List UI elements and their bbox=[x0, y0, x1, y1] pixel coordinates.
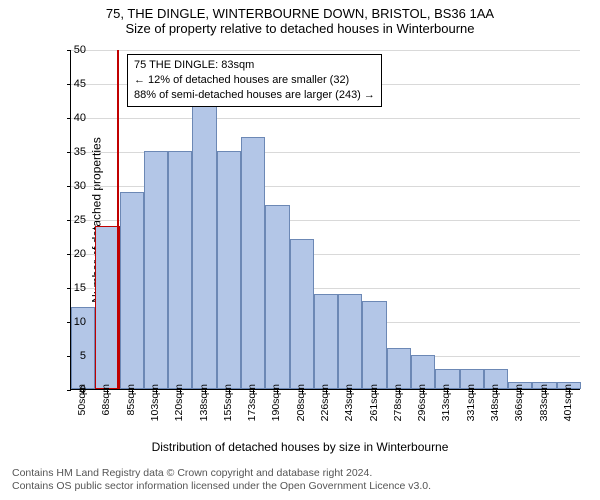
footer-line-1: Contains HM Land Registry data © Crown c… bbox=[12, 467, 431, 481]
y-tick-label: 5 bbox=[58, 350, 86, 362]
y-tick-label: 50 bbox=[58, 44, 86, 56]
histogram-bar bbox=[217, 151, 241, 389]
x-tick-label: 401sqm bbox=[562, 384, 574, 421]
y-tick-label: 10 bbox=[58, 316, 86, 328]
histogram-bar bbox=[241, 137, 265, 389]
annotation-box: 75 THE DINGLE: 83sqm ← 12% of detached h… bbox=[127, 54, 382, 107]
annotation-line-2: ← 12% of detached houses are smaller (32… bbox=[134, 73, 375, 88]
histogram-chart: Number of detached properties 75 THE DIN… bbox=[0, 40, 600, 440]
x-axis-label: Distribution of detached houses by size … bbox=[0, 440, 600, 454]
x-tick-label: 120sqm bbox=[173, 384, 185, 421]
x-tick-label: 226sqm bbox=[319, 384, 331, 421]
histogram-bar bbox=[265, 205, 289, 389]
footer-line-2: Contains OS public sector information li… bbox=[12, 480, 431, 494]
histogram-bar bbox=[338, 294, 362, 389]
y-tick-label: 15 bbox=[58, 282, 86, 294]
page-subtitle: Size of property relative to detached ho… bbox=[0, 21, 600, 36]
x-tick-label: 243sqm bbox=[343, 384, 355, 421]
x-tick-label: 366sqm bbox=[513, 384, 525, 421]
histogram-bar bbox=[144, 151, 168, 389]
x-tick-label: 155sqm bbox=[222, 384, 234, 421]
annotation-line-3: 88% of semi-detached houses are larger (… bbox=[134, 88, 375, 103]
histogram-bar bbox=[192, 103, 216, 389]
histogram-bar bbox=[290, 239, 314, 389]
x-tick-label: 50sqm bbox=[76, 384, 88, 416]
y-tick-label: 45 bbox=[58, 78, 86, 90]
x-tick-label: 348sqm bbox=[489, 384, 501, 421]
y-tick-label: 20 bbox=[58, 248, 86, 260]
gridline bbox=[71, 50, 580, 51]
x-tick-label: 68sqm bbox=[100, 384, 112, 416]
histogram-bar bbox=[168, 151, 192, 389]
x-tick-label: 313sqm bbox=[440, 384, 452, 421]
histogram-bar bbox=[120, 192, 144, 389]
x-tick-label: 103sqm bbox=[149, 384, 161, 421]
x-tick-label: 138sqm bbox=[198, 384, 210, 421]
y-tick-label: 40 bbox=[58, 112, 86, 124]
histogram-bar bbox=[362, 301, 386, 389]
annotation-line-1: 75 THE DINGLE: 83sqm bbox=[134, 58, 375, 73]
x-tick-label: 261sqm bbox=[368, 384, 380, 421]
x-tick-label: 383sqm bbox=[538, 384, 550, 421]
x-tick-label: 173sqm bbox=[246, 384, 258, 421]
x-tick-label: 331sqm bbox=[465, 384, 477, 421]
page-title: 75, THE DINGLE, WINTERBOURNE DOWN, BRIST… bbox=[0, 6, 600, 21]
attribution-footer: Contains HM Land Registry data © Crown c… bbox=[12, 467, 431, 494]
plot-area: 75 THE DINGLE: 83sqm ← 12% of detached h… bbox=[70, 50, 580, 390]
reference-line bbox=[117, 50, 119, 389]
gridline bbox=[71, 118, 580, 119]
x-tick-label: 278sqm bbox=[392, 384, 404, 421]
histogram-bar bbox=[314, 294, 338, 389]
histogram-bar bbox=[95, 226, 119, 389]
y-tick-label: 30 bbox=[58, 180, 86, 192]
y-tick-label: 25 bbox=[58, 214, 86, 226]
x-tick-label: 296sqm bbox=[416, 384, 428, 421]
x-tick-label: 208sqm bbox=[295, 384, 307, 421]
title-block: 75, THE DINGLE, WINTERBOURNE DOWN, BRIST… bbox=[0, 0, 600, 36]
y-tick-label: 35 bbox=[58, 146, 86, 158]
histogram-bar bbox=[387, 348, 411, 389]
x-tick-label: 85sqm bbox=[125, 384, 137, 416]
x-tick-label: 190sqm bbox=[270, 384, 282, 421]
